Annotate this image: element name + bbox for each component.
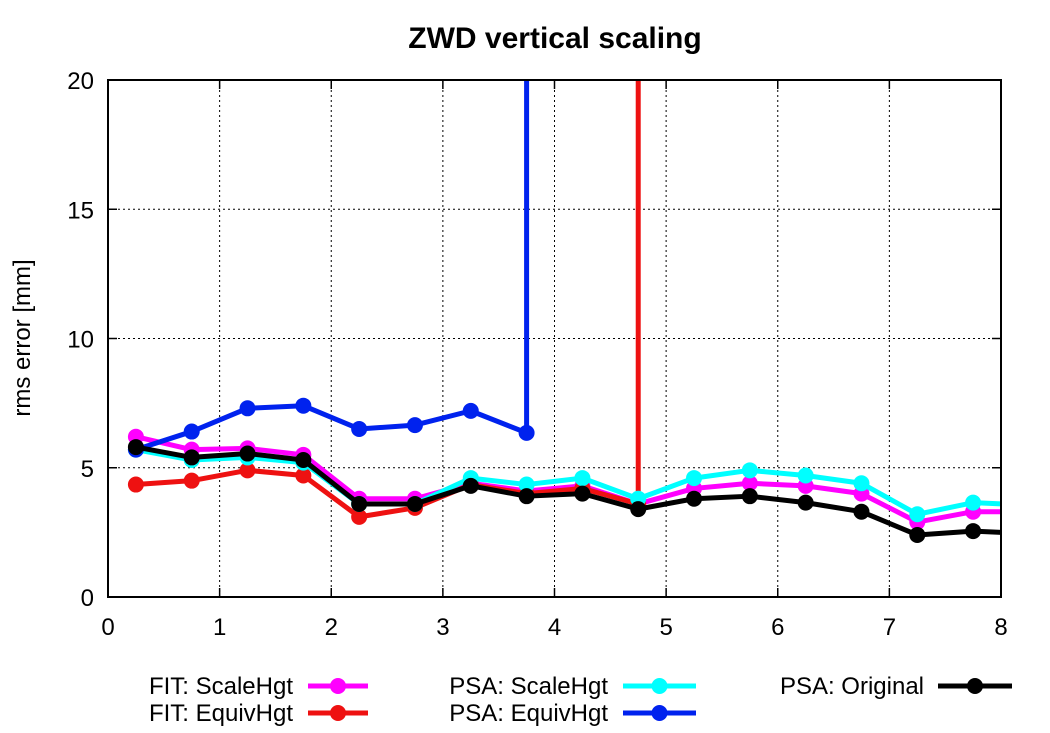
data-point	[965, 523, 982, 540]
legend-entry: FIT: ScaleHgt	[149, 673, 368, 700]
chart-title: ZWD vertical scaling	[408, 22, 701, 55]
x-tick-label: 1	[213, 614, 226, 641]
data-point	[797, 467, 814, 484]
legend-entry: PSA: EquivHgt	[449, 700, 696, 727]
data-point	[462, 402, 479, 419]
data-point	[853, 503, 870, 520]
y-tick-label: 20	[67, 68, 94, 95]
series-layer	[127, 80, 1001, 543]
data-point	[965, 494, 982, 511]
data-point	[909, 526, 926, 543]
data-point	[183, 449, 200, 466]
data-point	[518, 424, 535, 441]
data-point	[295, 397, 312, 414]
data-point	[741, 475, 758, 492]
x-tick-label: 4	[548, 614, 561, 641]
legend-entry: PSA: ScaleHgt	[449, 673, 696, 700]
data-point	[183, 472, 200, 489]
x-tick-label: 0	[101, 614, 114, 641]
series-psa-original	[127, 439, 1001, 543]
data-point	[574, 470, 591, 487]
data-point	[686, 470, 703, 487]
data-point	[630, 501, 647, 518]
data-point	[183, 423, 200, 440]
data-point	[127, 476, 144, 493]
legend-label: PSA: ScaleHgt	[449, 673, 608, 700]
data-point	[741, 462, 758, 479]
y-tick-label: 10	[67, 327, 94, 354]
data-point	[239, 400, 256, 417]
y-tick-label: 5	[81, 456, 94, 483]
legend-label: FIT: ScaleHgt	[149, 673, 293, 700]
data-point	[239, 445, 256, 462]
data-point	[462, 477, 479, 494]
data-point	[239, 462, 256, 479]
legend-entry: PSA: Original	[780, 673, 1012, 700]
data-point	[909, 506, 926, 523]
data-point	[406, 495, 423, 512]
x-tick-label: 6	[771, 614, 784, 641]
data-point	[741, 488, 758, 505]
data-point	[518, 488, 535, 505]
legend-label: PSA: Original	[780, 673, 924, 700]
data-point	[406, 417, 423, 434]
y-tick-label: 15	[67, 197, 94, 224]
data-point	[295, 451, 312, 468]
legend-marker	[967, 678, 983, 694]
data-point	[518, 476, 535, 493]
x-tick-label: 5	[659, 614, 672, 641]
x-tick-label: 7	[883, 614, 896, 641]
legend-marker	[330, 678, 346, 694]
x-tick-label: 3	[436, 614, 449, 641]
data-point	[351, 495, 368, 512]
legend-label: PSA: EquivHgt	[449, 700, 608, 727]
axes: 0 1 2 3 4 5 6 7 8 0 5 10 15 20	[67, 68, 1007, 641]
grid	[108, 80, 1001, 597]
legend-marker	[651, 705, 668, 721]
series-line	[135, 447, 1001, 517]
x-tick-label: 8	[994, 614, 1007, 641]
plot-frame	[107, 79, 1002, 598]
data-point	[853, 475, 870, 492]
data-point	[797, 494, 814, 511]
data-point	[574, 485, 591, 502]
y-tick-label: 0	[81, 585, 94, 612]
legend-label: FIT: EquivHgt	[149, 700, 293, 727]
data-point	[686, 490, 703, 507]
data-point	[127, 439, 144, 456]
data-point	[351, 420, 368, 437]
legend-entry: FIT: EquivHgt	[149, 700, 368, 727]
legend-marker	[330, 705, 346, 721]
data-point	[295, 467, 312, 484]
x-tick-label: 2	[325, 614, 338, 641]
y-axis-label: rms error [mm]	[9, 259, 36, 416]
data-point	[351, 508, 368, 525]
legend-marker	[651, 678, 668, 694]
